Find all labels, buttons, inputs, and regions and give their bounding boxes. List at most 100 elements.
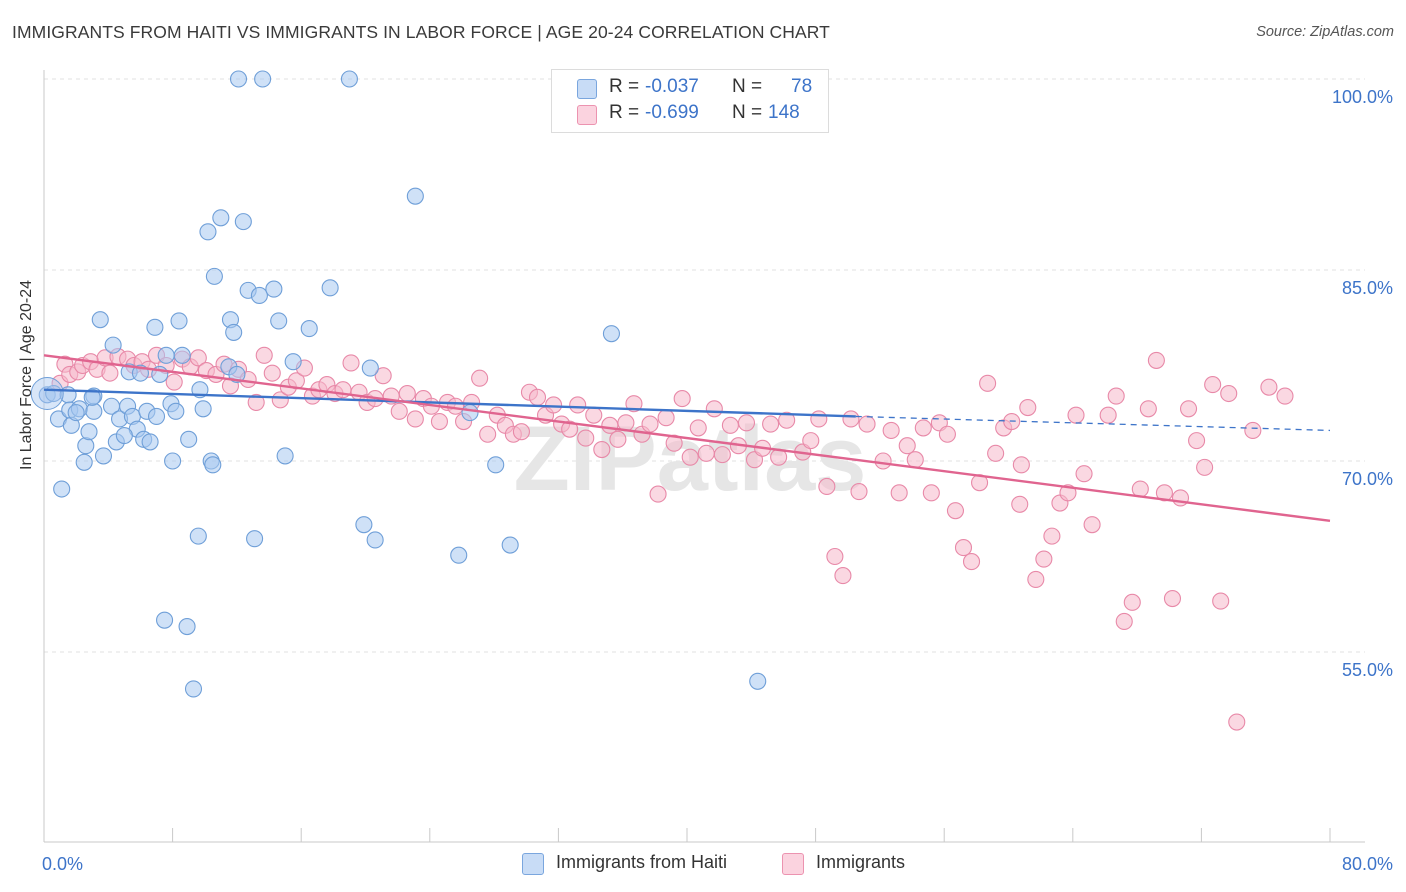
point-haiti <box>91 311 109 329</box>
point-haiti <box>450 546 468 564</box>
point-haiti <box>228 365 246 383</box>
point-haiti <box>355 516 373 534</box>
point-haiti <box>104 336 122 354</box>
point-haiti <box>284 353 302 371</box>
point-haiti <box>229 70 248 88</box>
point-immigrants <box>778 411 796 429</box>
bottom-legend-label-immigrants: Immigrants <box>816 852 906 872</box>
point-immigrants <box>1011 495 1029 513</box>
point-haiti <box>250 286 268 305</box>
series-points-immigrants <box>51 346 1294 731</box>
point-haiti <box>361 359 379 377</box>
y-tick-label: 70.0% <box>1342 469 1393 489</box>
legend-r-label: R = <box>609 76 640 97</box>
series-points-haiti <box>30 70 767 698</box>
point-immigrants <box>946 502 965 520</box>
point-haiti <box>178 617 196 636</box>
point-immigrants <box>802 432 820 450</box>
point-immigrants <box>665 434 683 452</box>
tick-labels: 100.0% 85.0% 70.0% 55.0% 0.0% 80.0% <box>42 87 1393 874</box>
point-haiti <box>146 318 164 336</box>
point-immigrants <box>890 484 908 502</box>
point-immigrants <box>1188 432 1206 450</box>
point-haiti <box>189 527 207 545</box>
point-immigrants <box>569 396 587 414</box>
y-tick-label: 100.0% <box>1332 87 1393 107</box>
point-immigrants <box>689 419 707 437</box>
legend-r-value: -0.037 <box>645 76 699 97</box>
point-immigrants <box>826 547 844 566</box>
legend-r-value: -0.699 <box>645 102 699 123</box>
bottom-legend-swatch-immigrants <box>782 853 804 875</box>
point-immigrants <box>585 406 603 424</box>
point-immigrants <box>1043 527 1061 545</box>
y-axis-label: In Labor Force | Age 20-24 <box>18 279 35 470</box>
point-immigrants <box>882 421 900 439</box>
point-immigrants <box>512 423 530 441</box>
point-haiti <box>254 70 272 88</box>
point-immigrants <box>1228 713 1246 731</box>
point-immigrants <box>737 414 756 432</box>
chart-title: IMMIGRANTS FROM HAITI VS IMMIGRANTS IN L… <box>12 22 830 42</box>
point-immigrants <box>954 539 973 557</box>
point-immigrants <box>1163 589 1182 608</box>
point-haiti <box>157 346 175 364</box>
point-immigrants <box>1260 378 1278 396</box>
x-tick-label: 0.0% <box>42 854 83 874</box>
point-immigrants <box>545 396 563 414</box>
point-haiti <box>173 346 191 364</box>
legend-n-label: N = <box>732 102 763 123</box>
point-immigrants <box>1204 376 1222 394</box>
point-immigrants <box>810 410 828 428</box>
point-haiti <box>53 480 71 498</box>
point-immigrants <box>398 384 416 403</box>
point-haiti <box>156 611 174 629</box>
point-immigrants <box>1196 458 1214 476</box>
point-immigrants <box>1155 484 1173 502</box>
axes <box>43 70 1365 843</box>
point-haiti <box>67 404 85 422</box>
point-haiti <box>164 452 182 470</box>
legend-swatch-immigrants <box>577 105 597 125</box>
legend-swatch-haiti <box>577 79 597 99</box>
point-haiti <box>366 531 384 549</box>
point-haiti <box>602 325 620 343</box>
point-immigrants <box>430 412 448 431</box>
point-immigrants <box>979 374 997 392</box>
point-immigrants <box>842 410 860 428</box>
point-immigrants <box>1083 516 1101 534</box>
point-immigrants <box>858 415 876 433</box>
point-immigrants <box>1179 400 1198 418</box>
trend-line-haiti-extension <box>855 415 1331 432</box>
point-haiti <box>321 279 339 297</box>
point-immigrants <box>247 393 265 411</box>
point-immigrants <box>681 448 699 466</box>
legend-r-label: R = <box>609 102 640 123</box>
point-haiti <box>83 388 101 406</box>
point-immigrants <box>1035 550 1053 568</box>
point-immigrants <box>906 451 924 469</box>
point-immigrants <box>471 369 489 387</box>
point-haiti <box>77 437 95 455</box>
point-haiti <box>265 280 283 298</box>
point-immigrants <box>577 429 595 447</box>
point-immigrants <box>850 483 868 501</box>
point-immigrants <box>1123 593 1141 611</box>
point-immigrants <box>446 397 465 415</box>
point-immigrants <box>987 444 1005 462</box>
point-immigrants <box>561 420 579 438</box>
point-haiti <box>225 323 243 341</box>
point-haiti <box>276 447 294 465</box>
point-haiti <box>461 404 479 422</box>
legend-n-value: 78 <box>791 76 813 97</box>
point-haiti <box>85 402 103 420</box>
point-haiti <box>246 530 264 548</box>
point-immigrants <box>625 395 643 413</box>
point-immigrants <box>479 425 497 443</box>
point-haiti <box>212 209 230 227</box>
point-immigrants <box>922 484 940 502</box>
point-immigrants <box>1276 387 1294 405</box>
point-haiti <box>180 430 198 448</box>
point-immigrants <box>255 346 273 364</box>
